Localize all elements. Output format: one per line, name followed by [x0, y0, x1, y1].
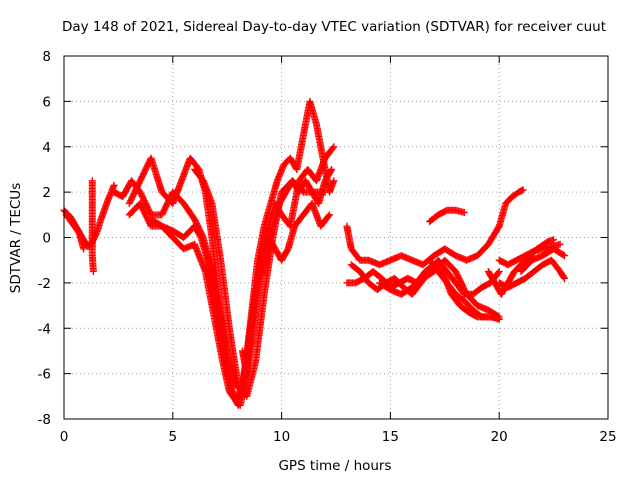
data-point	[325, 211, 333, 219]
data-point	[519, 186, 527, 194]
data-point	[89, 268, 97, 276]
data-point	[560, 252, 568, 260]
data-point	[325, 212, 333, 220]
series-f4	[517, 245, 568, 276]
series-a2	[62, 211, 88, 253]
data-point	[495, 315, 503, 323]
y-tick-label: -6	[38, 367, 51, 383]
y-tick-label: 2	[42, 185, 51, 201]
data-point	[321, 188, 329, 196]
y-tick-label: 4	[42, 140, 51, 156]
data-point	[110, 181, 118, 189]
series-s1	[238, 342, 253, 378]
data-point	[494, 269, 502, 277]
y-tick-label: -2	[38, 276, 51, 292]
series-e6	[426, 206, 468, 226]
series-e4	[376, 256, 503, 321]
data-point	[330, 143, 338, 151]
data-point	[245, 342, 253, 350]
x-tick-label: 25	[599, 429, 616, 445]
data-point	[329, 144, 337, 152]
plot-frame	[63, 55, 609, 420]
data-point	[550, 236, 558, 244]
data-point	[560, 273, 568, 281]
y-tick-label: 0	[42, 231, 51, 247]
series-a3	[88, 177, 97, 276]
x-tick-label: 20	[491, 429, 508, 445]
y-axis-label: SDTVAR / TECUs	[8, 183, 24, 293]
y-tick-label: 8	[42, 49, 51, 65]
y-tick-label: -8	[38, 412, 51, 428]
data-point	[559, 251, 567, 259]
series-f3	[484, 236, 558, 298]
x-tick-label: 10	[273, 429, 290, 445]
data-point	[560, 274, 568, 282]
y-tick-label: -4	[38, 321, 51, 337]
data-point	[495, 268, 503, 276]
x-tick-label: 0	[60, 429, 69, 445]
x-axis-label: GPS time / hours	[278, 458, 391, 474]
data-point	[556, 240, 564, 248]
data-point	[330, 177, 338, 185]
x-tick-label: 15	[382, 429, 399, 445]
data-points	[60, 97, 568, 409]
data-point	[327, 167, 335, 175]
series-e7	[495, 186, 527, 230]
data-point	[460, 209, 468, 217]
chart-title: Day 148 of 2021, Sidereal Day-to-day VTE…	[62, 19, 606, 35]
x-tick-label: 5	[169, 429, 178, 445]
data-point	[328, 165, 336, 173]
series-e5	[426, 256, 503, 323]
data-point	[80, 245, 88, 253]
y-tick-label: 6	[42, 94, 51, 110]
series-m5	[191, 165, 329, 400]
